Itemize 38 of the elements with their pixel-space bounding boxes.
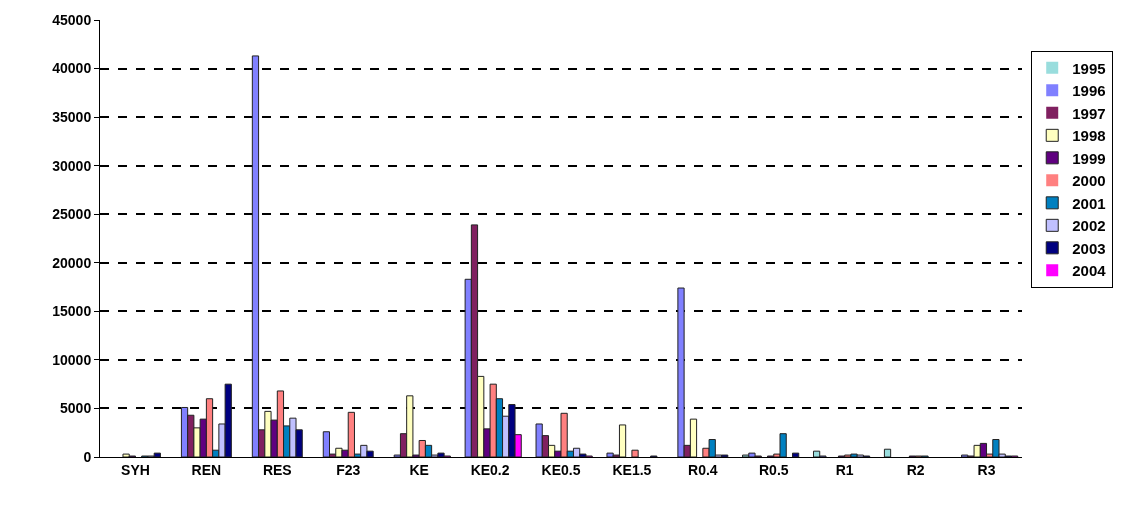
x-tick-label: REN <box>191 461 222 478</box>
legend-label: 2003 <box>1072 239 1106 257</box>
legend-label: 1995 <box>1072 59 1106 77</box>
y-tick-label: 25000 <box>52 206 92 223</box>
bar <box>883 448 892 457</box>
y-tick-label: 20000 <box>52 254 92 271</box>
x-tick-label: KE0.5 <box>541 461 581 478</box>
bar <box>791 452 800 457</box>
legend-label: 1997 <box>1072 104 1106 122</box>
legend-label: 2004 <box>1072 262 1107 280</box>
x-tick-label: R0.5 <box>758 461 789 478</box>
x-tick-label: R1 <box>835 461 854 478</box>
y-tick-label: 30000 <box>52 157 92 174</box>
x-tick-label: KE <box>409 461 429 478</box>
x-tick-label: R0.4 <box>688 461 718 478</box>
x-tick-label: KE1.5 <box>612 461 652 478</box>
y-tick-label: 0 <box>83 448 92 465</box>
y-tick-label: 5000 <box>60 400 92 417</box>
legend-label: 1996 <box>1072 82 1106 100</box>
legend-label: 2002 <box>1072 217 1106 235</box>
bar <box>251 55 260 457</box>
legend-label: 2000 <box>1072 172 1106 190</box>
bar <box>322 431 331 457</box>
y-tick-label: 35000 <box>52 109 92 126</box>
x-tick-label: F23 <box>336 461 361 478</box>
x-tick-label: KE0.2 <box>470 461 510 478</box>
x-tick-label: SYH <box>121 461 150 478</box>
y-tick-label: 10000 <box>52 351 92 368</box>
x-tick-label: R2 <box>906 461 925 478</box>
x-tick-label: R3 <box>977 461 996 478</box>
y-tick-label: 40000 <box>52 60 92 77</box>
bar <box>631 449 639 457</box>
x-tick-label: RES <box>262 461 292 478</box>
legend-label: 1998 <box>1072 127 1106 145</box>
y-tick-label: 15000 <box>52 303 92 320</box>
legend-label: 1999 <box>1072 149 1106 167</box>
legend-label: 2001 <box>1072 194 1106 212</box>
y-tick-label: 45000 <box>52 11 92 28</box>
